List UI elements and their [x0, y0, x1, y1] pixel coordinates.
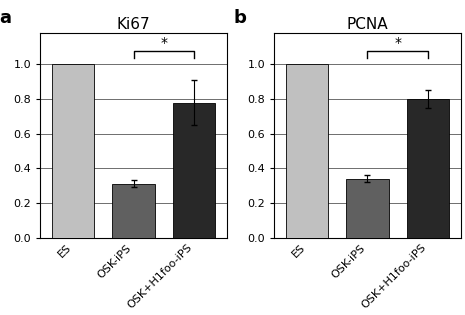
Bar — [113, 184, 155, 238]
Bar — [52, 65, 94, 238]
Bar — [346, 179, 389, 238]
Bar — [406, 99, 449, 238]
Text: a: a — [0, 9, 11, 27]
Bar — [173, 103, 215, 238]
Bar — [286, 65, 328, 238]
Title: Ki67: Ki67 — [117, 17, 150, 32]
Text: *: * — [394, 36, 401, 50]
Text: b: b — [233, 9, 246, 27]
Text: *: * — [160, 36, 167, 50]
Title: PCNA: PCNA — [346, 17, 388, 32]
